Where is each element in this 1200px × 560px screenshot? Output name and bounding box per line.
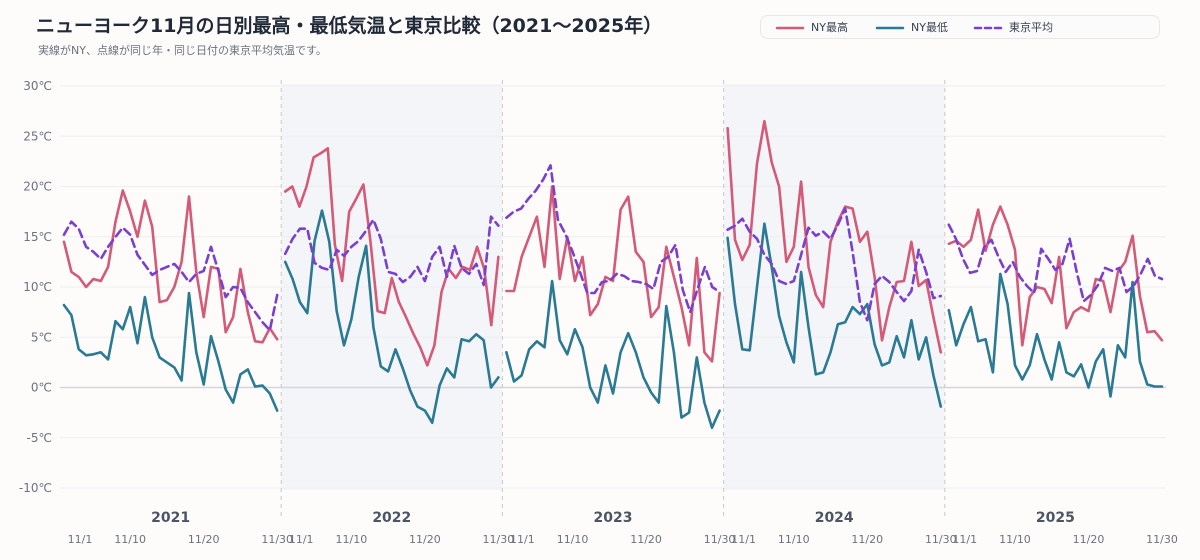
x-tick-label: 11/20 [630, 533, 662, 546]
year-label: 2021 [151, 510, 190, 526]
y-tick-label: -10℃ [19, 481, 52, 495]
x-tick-label: 11/30 [704, 533, 736, 546]
year-panel-2022 [283, 147, 500, 425]
x-tick-label: 11/1 [731, 533, 756, 546]
y-tick-label: 10℃ [23, 280, 52, 294]
ny-high-line-2025 [947, 205, 1164, 347]
tokyo-avg-line-2023 [505, 164, 721, 314]
ny-low-line-2024 [726, 222, 943, 408]
tokyo-avg-line-2022 [283, 215, 500, 287]
ny-high-line-2021 [62, 189, 279, 344]
year-label: 2024 [815, 510, 854, 526]
x-tick-label: 11/20 [1073, 533, 1105, 546]
y-tick-label: 15℃ [23, 230, 52, 244]
year-panel-2023 [505, 164, 721, 430]
x-tick-label: 11/30 [1146, 533, 1178, 546]
year-label: 2025 [1036, 510, 1075, 526]
legend-label-tokyo-avg: 東京平均 [1009, 21, 1053, 34]
legend-label-ny-low: NY最低 [911, 21, 948, 34]
ny-low-line-2021 [62, 291, 279, 412]
x-tick-label: 11/10 [557, 533, 589, 546]
y-tick-label: -5℃ [27, 431, 52, 445]
year-panel-2021 [62, 189, 279, 412]
year-label: 2022 [372, 510, 411, 526]
x-tick-label: 11/1 [952, 533, 977, 546]
ny-high-line-2023 [505, 185, 721, 363]
x-tick-label: 11/30 [261, 533, 293, 546]
legend: NY最高 NY最低 東京平均 [760, 15, 1160, 39]
x-tick-label: 11/10 [114, 533, 146, 546]
x-tick-label: 11/10 [999, 533, 1031, 546]
tokyo-avg-line-2024 [726, 207, 943, 322]
y-tick-label: 30℃ [23, 79, 52, 93]
x-tick-label: 11/1 [510, 533, 535, 546]
x-tick-label: 11/20 [851, 533, 883, 546]
x-tick-label: 11/1 [289, 533, 314, 546]
x-tick-label: 11/1 [68, 533, 93, 546]
y-tick-label: 20℃ [23, 180, 52, 194]
chart-subtitle: 実線がNY、点線が同じ年・同じ日付の東京平均気温です。 [38, 44, 327, 57]
x-tick-label: 11/30 [925, 533, 957, 546]
tokyo-avg-line-2021 [62, 220, 279, 332]
tokyo-avg-swatch-icon [973, 26, 1003, 30]
chart-title: ニューヨーク11月の日別最高・最低気温と東京比較（2021〜2025年） [36, 15, 663, 37]
ny-low-line-2022 [283, 209, 500, 425]
legend-label-ny-high: NY最高 [811, 21, 848, 34]
ny-low-swatch-icon [875, 26, 905, 30]
ny-high-line-2022 [283, 147, 500, 367]
x-tick-label: 11/10 [778, 533, 810, 546]
year-label: 2023 [594, 510, 633, 526]
tokyo-avg-line-2025 [947, 223, 1164, 303]
x-tick-label: 11/20 [409, 533, 441, 546]
x-tick-label: 11/10 [336, 533, 368, 546]
y-tick-label: 5℃ [31, 330, 52, 344]
ny-low-line-2023 [505, 279, 721, 430]
x-tick-label: 11/20 [188, 533, 220, 546]
y-tick-label: 0℃ [31, 381, 52, 395]
x-tick-label: 11/30 [483, 533, 515, 546]
y-tick-label: 25℃ [23, 129, 52, 143]
ny-high-swatch-icon [775, 26, 805, 30]
ny-low-line-2025 [947, 272, 1164, 398]
year-panel-2024 [726, 119, 943, 408]
year-panel-2025 [947, 205, 1164, 398]
